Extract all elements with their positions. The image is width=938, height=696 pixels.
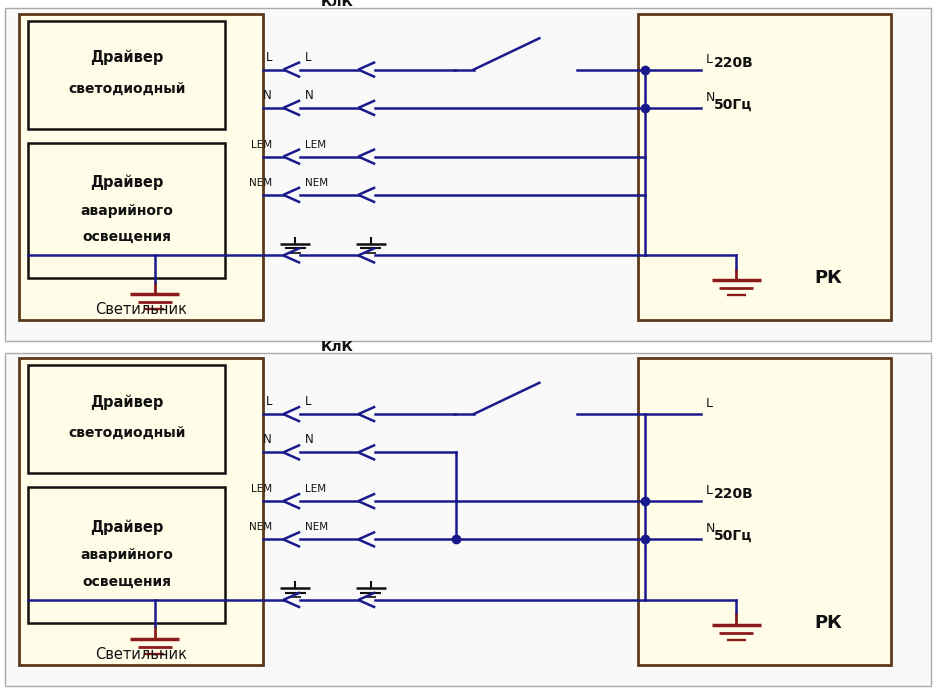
Text: освещения: освещения: [83, 230, 171, 244]
Bar: [638, 358, 891, 665]
Text: N: N: [264, 89, 272, 102]
Text: Светильник: Светильник: [95, 302, 187, 317]
Text: Драйвер: Драйвер: [90, 49, 163, 65]
Text: КлК: КлК: [321, 340, 355, 354]
Text: аварийного: аварийного: [80, 203, 174, 218]
Bar: [28, 21, 225, 129]
Text: LEM: LEM: [305, 484, 326, 494]
Text: РК: РК: [814, 269, 841, 287]
Text: 220В: 220В: [714, 487, 753, 501]
Text: NEM: NEM: [249, 523, 272, 532]
Text: N: N: [705, 523, 715, 535]
Text: N: N: [264, 434, 272, 446]
Text: L: L: [705, 484, 713, 497]
Text: РК: РК: [814, 614, 841, 632]
Text: 50Гц: 50Гц: [714, 97, 752, 111]
Text: светодиодный: светодиодный: [68, 426, 186, 441]
Text: L: L: [265, 395, 272, 408]
Bar: [5, 8, 931, 341]
Text: NEM: NEM: [249, 178, 272, 188]
Text: LEM: LEM: [305, 140, 326, 150]
Text: аварийного: аварийного: [80, 548, 174, 562]
Text: NEM: NEM: [305, 523, 328, 532]
Text: L: L: [265, 51, 272, 63]
Text: LEM: LEM: [250, 484, 272, 494]
Text: L: L: [705, 53, 713, 65]
Text: N: N: [705, 91, 715, 104]
Text: Драйвер: Драйвер: [90, 394, 163, 410]
Text: N: N: [305, 89, 313, 102]
Bar: [28, 487, 225, 623]
Bar: [28, 143, 225, 278]
Bar: [638, 14, 891, 320]
Bar: [19, 14, 263, 320]
Text: N: N: [305, 434, 313, 446]
Bar: [5, 353, 931, 686]
Text: освещения: освещения: [83, 574, 171, 589]
Text: 50Гц: 50Гц: [714, 529, 752, 543]
Bar: [28, 365, 225, 473]
Text: светодиодный: светодиодный: [68, 81, 186, 96]
Text: L: L: [705, 397, 713, 410]
Text: Драйвер: Драйвер: [90, 519, 163, 535]
Text: L: L: [305, 51, 311, 63]
Bar: [19, 358, 263, 665]
Text: 220В: 220В: [714, 56, 753, 70]
Text: КлК: КлК: [321, 0, 355, 9]
Text: Драйвер: Драйвер: [90, 175, 163, 191]
Text: NEM: NEM: [305, 178, 328, 188]
Text: L: L: [305, 395, 311, 408]
Text: Светильник: Светильник: [95, 647, 187, 662]
Text: LEM: LEM: [250, 140, 272, 150]
